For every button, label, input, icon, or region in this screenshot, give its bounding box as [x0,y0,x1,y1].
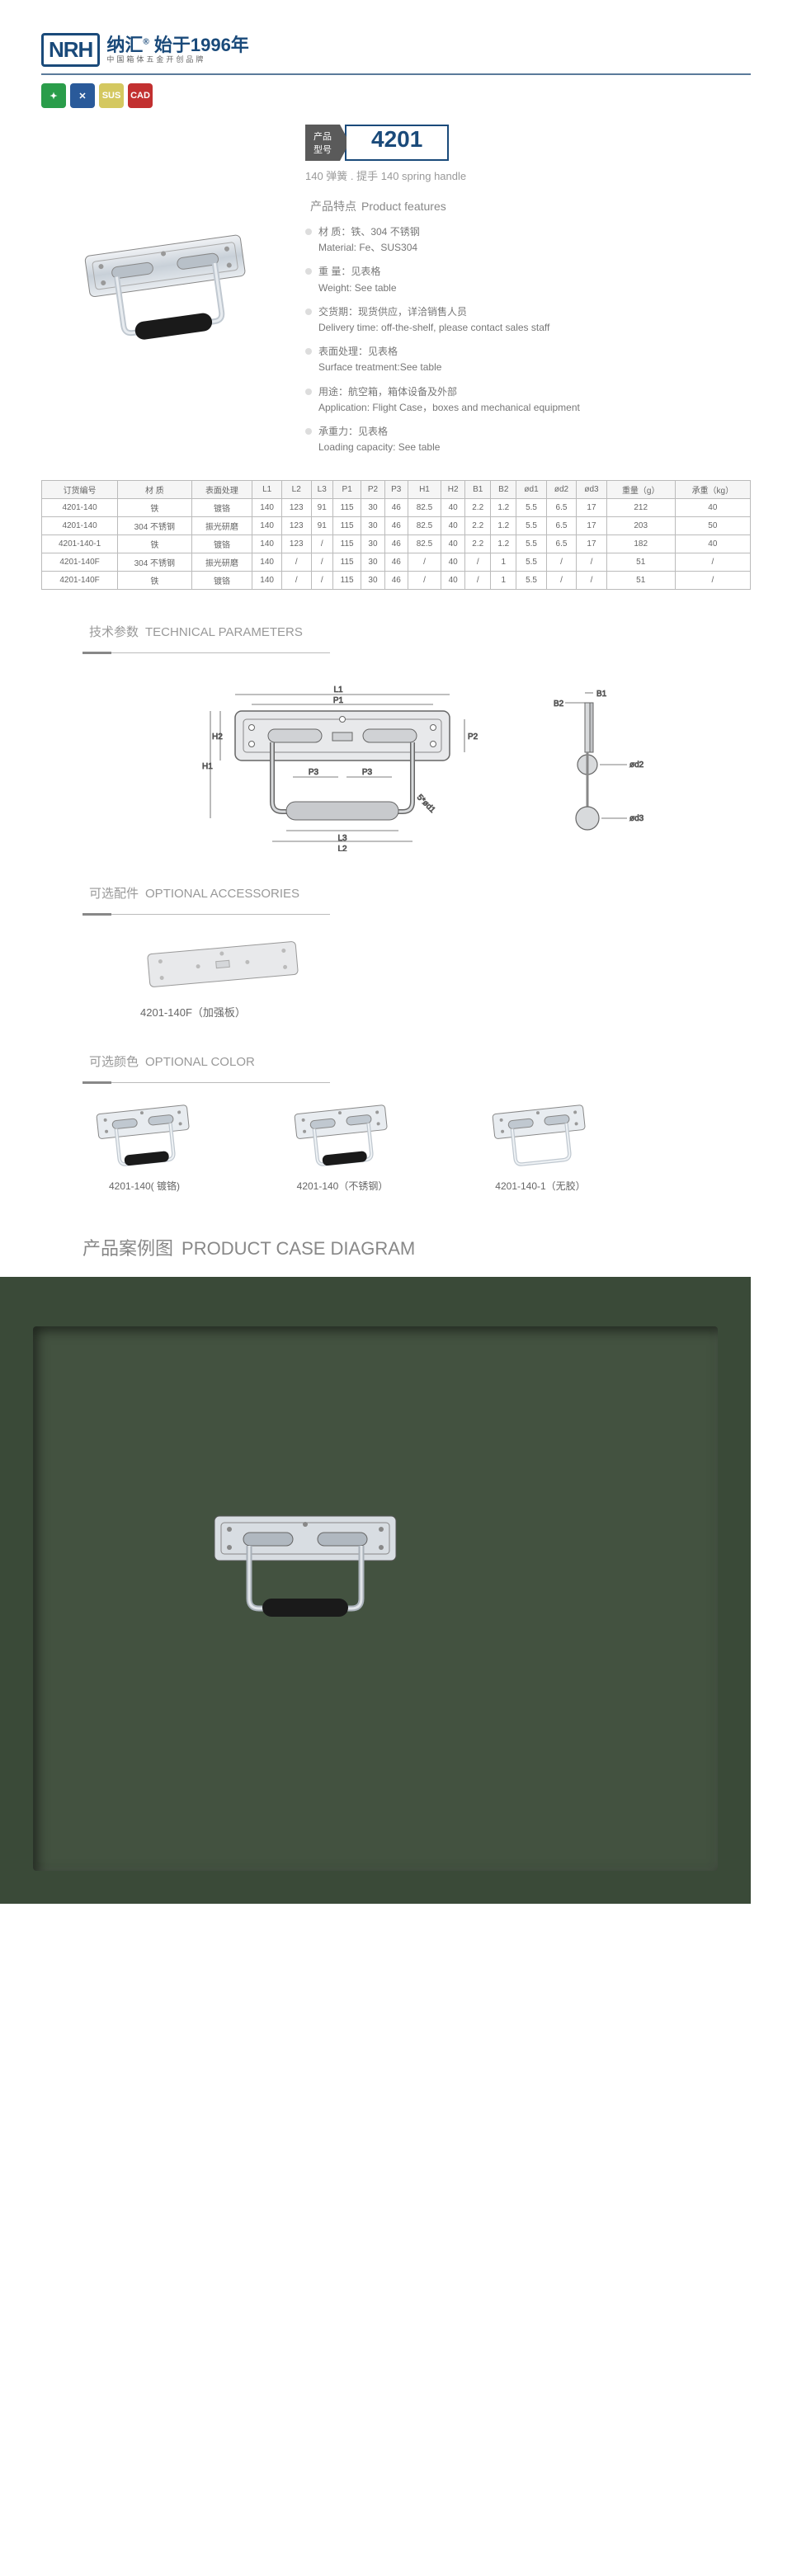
svg-text:ød3: ød3 [629,814,644,823]
case-diagram-title: 产品案例图PRODUCT CASE DIAGRAM [41,1209,751,1277]
accessory-title: 可选配件OPTIONAL ACCESSORIES [82,884,751,902]
category-icon: CAD [128,83,153,108]
product-hero-image [58,125,280,464]
category-icon: ✦ [41,83,66,108]
brand-header: NRH 纳汇® 始于1996年 中国箱体五金开创品牌 [41,33,751,75]
table-row: 4201-140304 不锈钢振光研磨14012391115304682.540… [42,517,751,535]
table-row: 4201-140-1铁镀铬140123/115304682.5402.21.25… [42,535,751,553]
svg-text:P2: P2 [468,732,478,742]
model-number: 4201 [345,125,449,161]
color-options: 4201-140( 镀铬) 4201-140（不锈钢） 4201-140-1（无胶） [41,1100,751,1193]
color-option: 4201-140( 镀铬) [82,1100,206,1193]
svg-text:P3: P3 [309,768,319,777]
svg-text:B2: B2 [554,699,564,709]
model-badge: 产品型号 4201 [305,125,751,161]
color-option: 4201-140（不锈钢） [280,1100,404,1193]
svg-text:5*ød1: 5*ød1 [415,794,437,816]
features-title: 产品特点Product features [305,198,751,214]
spec-header-row: 订货编号材 质表面处理L1L2L3P1P2P3H1H2B1B2ød1ød2ød3… [42,481,751,499]
feature-item: 表面处理：见表格Surface treatment:See table [305,344,751,375]
product-case-photo [0,1277,751,1904]
svg-text:P3: P3 [362,768,373,777]
color-title: 可选颜色OPTIONAL COLOR [82,1053,751,1070]
category-icon: SUS [99,83,124,108]
logo: NRH [41,33,100,67]
feature-item: 承重力：见表格Loading capacity: See table [305,424,751,455]
technical-diagram: L1 P1 H1 H2 P2 P3 P3 L3 L2 5*ød1 [82,670,751,851]
svg-text:H2: H2 [212,732,223,742]
table-row: 4201-140F304 不锈钢振光研磨140//1153046/40/15.5… [42,553,751,572]
svg-text:B1: B1 [596,690,607,699]
feature-item: 材 质：铁、304 不锈钢Material: Fe、SUS304 [305,224,751,256]
brand-text: 纳汇® 始于1996年 中国箱体五金开创品牌 [106,35,248,64]
accessory-image [132,931,314,997]
svg-text:L1: L1 [333,685,343,695]
feature-item: 重 量：见表格Weight: See table [305,264,751,295]
svg-text:ød2: ød2 [629,761,644,770]
feature-list: 材 质：铁、304 不锈钢Material: Fe、SUS304 重 量：见表格W… [305,224,751,455]
feature-item: 交货期：现货供应，详洽销售人员Delivery time: off-the-sh… [305,304,751,336]
color-option: 4201-140-1（无胶） [478,1100,602,1193]
svg-text:H1: H1 [202,762,213,771]
svg-text:P1: P1 [333,696,344,705]
feature-item: 用途：航空箱，箱体设备及外部Application: Flight Case，b… [305,384,751,416]
spec-table: 订货编号材 质表面处理L1L2L3P1P2P3H1H2B1B2ød1ød2ød3… [41,480,751,590]
svg-text:L2: L2 [337,845,347,851]
table-row: 4201-140铁镀铬14012391115304682.5402.21.25.… [42,499,751,517]
accessory-label: 4201-140F（加强板） [140,1004,751,1020]
model-subtitle: 140 弹簧 . 提手 140 spring handle [305,167,751,183]
tech-params-title: 技术参数TECHNICAL PARAMETERS [82,623,751,640]
table-row: 4201-140F铁镀铬140//1153046/40/15.5//51/ [42,572,751,590]
category-icon: ✕ [70,83,95,108]
icon-badges: ✦✕SUSCAD [41,83,751,108]
